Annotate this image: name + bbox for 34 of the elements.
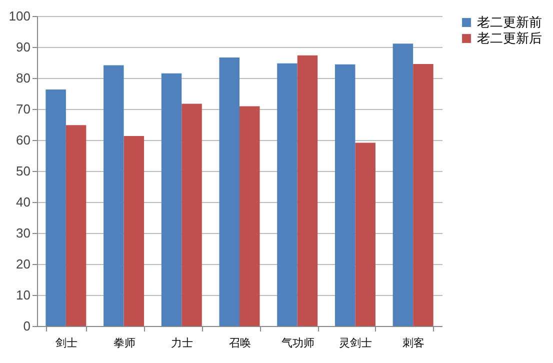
bar — [392, 44, 414, 326]
bar — [46, 89, 66, 326]
bar — [124, 136, 144, 326]
bar — [219, 58, 240, 326]
y-tick-label: 70 — [16, 102, 30, 116]
x-tick-label: 剑士 — [55, 336, 78, 350]
y-tick-label: 60 — [16, 132, 30, 148]
bar — [240, 106, 260, 326]
bar — [104, 65, 124, 326]
y-tick-label: 100 — [8, 8, 30, 24]
bar — [182, 104, 202, 326]
bar — [66, 125, 86, 326]
bar — [413, 64, 434, 326]
x-tick-label: 刺客 — [402, 336, 425, 350]
x-tick-label: 召唤 — [229, 336, 251, 350]
y-tick-label: 20 — [16, 256, 30, 272]
y-tick-label: 90 — [16, 40, 30, 54]
y-tick-label: 50 — [16, 164, 30, 178]
bar — [277, 63, 298, 326]
y-tick-label: 40 — [16, 194, 30, 210]
bar — [334, 64, 356, 326]
legend-label: 老二更新前 — [477, 16, 542, 30]
y-tick-label: 10 — [16, 288, 30, 302]
x-tick-label: 拳师 — [113, 336, 136, 350]
y-tick-label: 80 — [16, 70, 30, 86]
x-tick-label: 灵剑士 — [339, 336, 372, 350]
x-tick-label: 气功师 — [281, 336, 314, 350]
bar — [297, 55, 318, 326]
bar — [355, 142, 376, 326]
bar — [161, 73, 182, 326]
y-tick-label: 0 — [23, 318, 30, 334]
legend-label: 老二更新后 — [477, 32, 542, 46]
y-tick-label: 30 — [16, 226, 30, 240]
x-tick-label: 力士 — [171, 336, 194, 350]
